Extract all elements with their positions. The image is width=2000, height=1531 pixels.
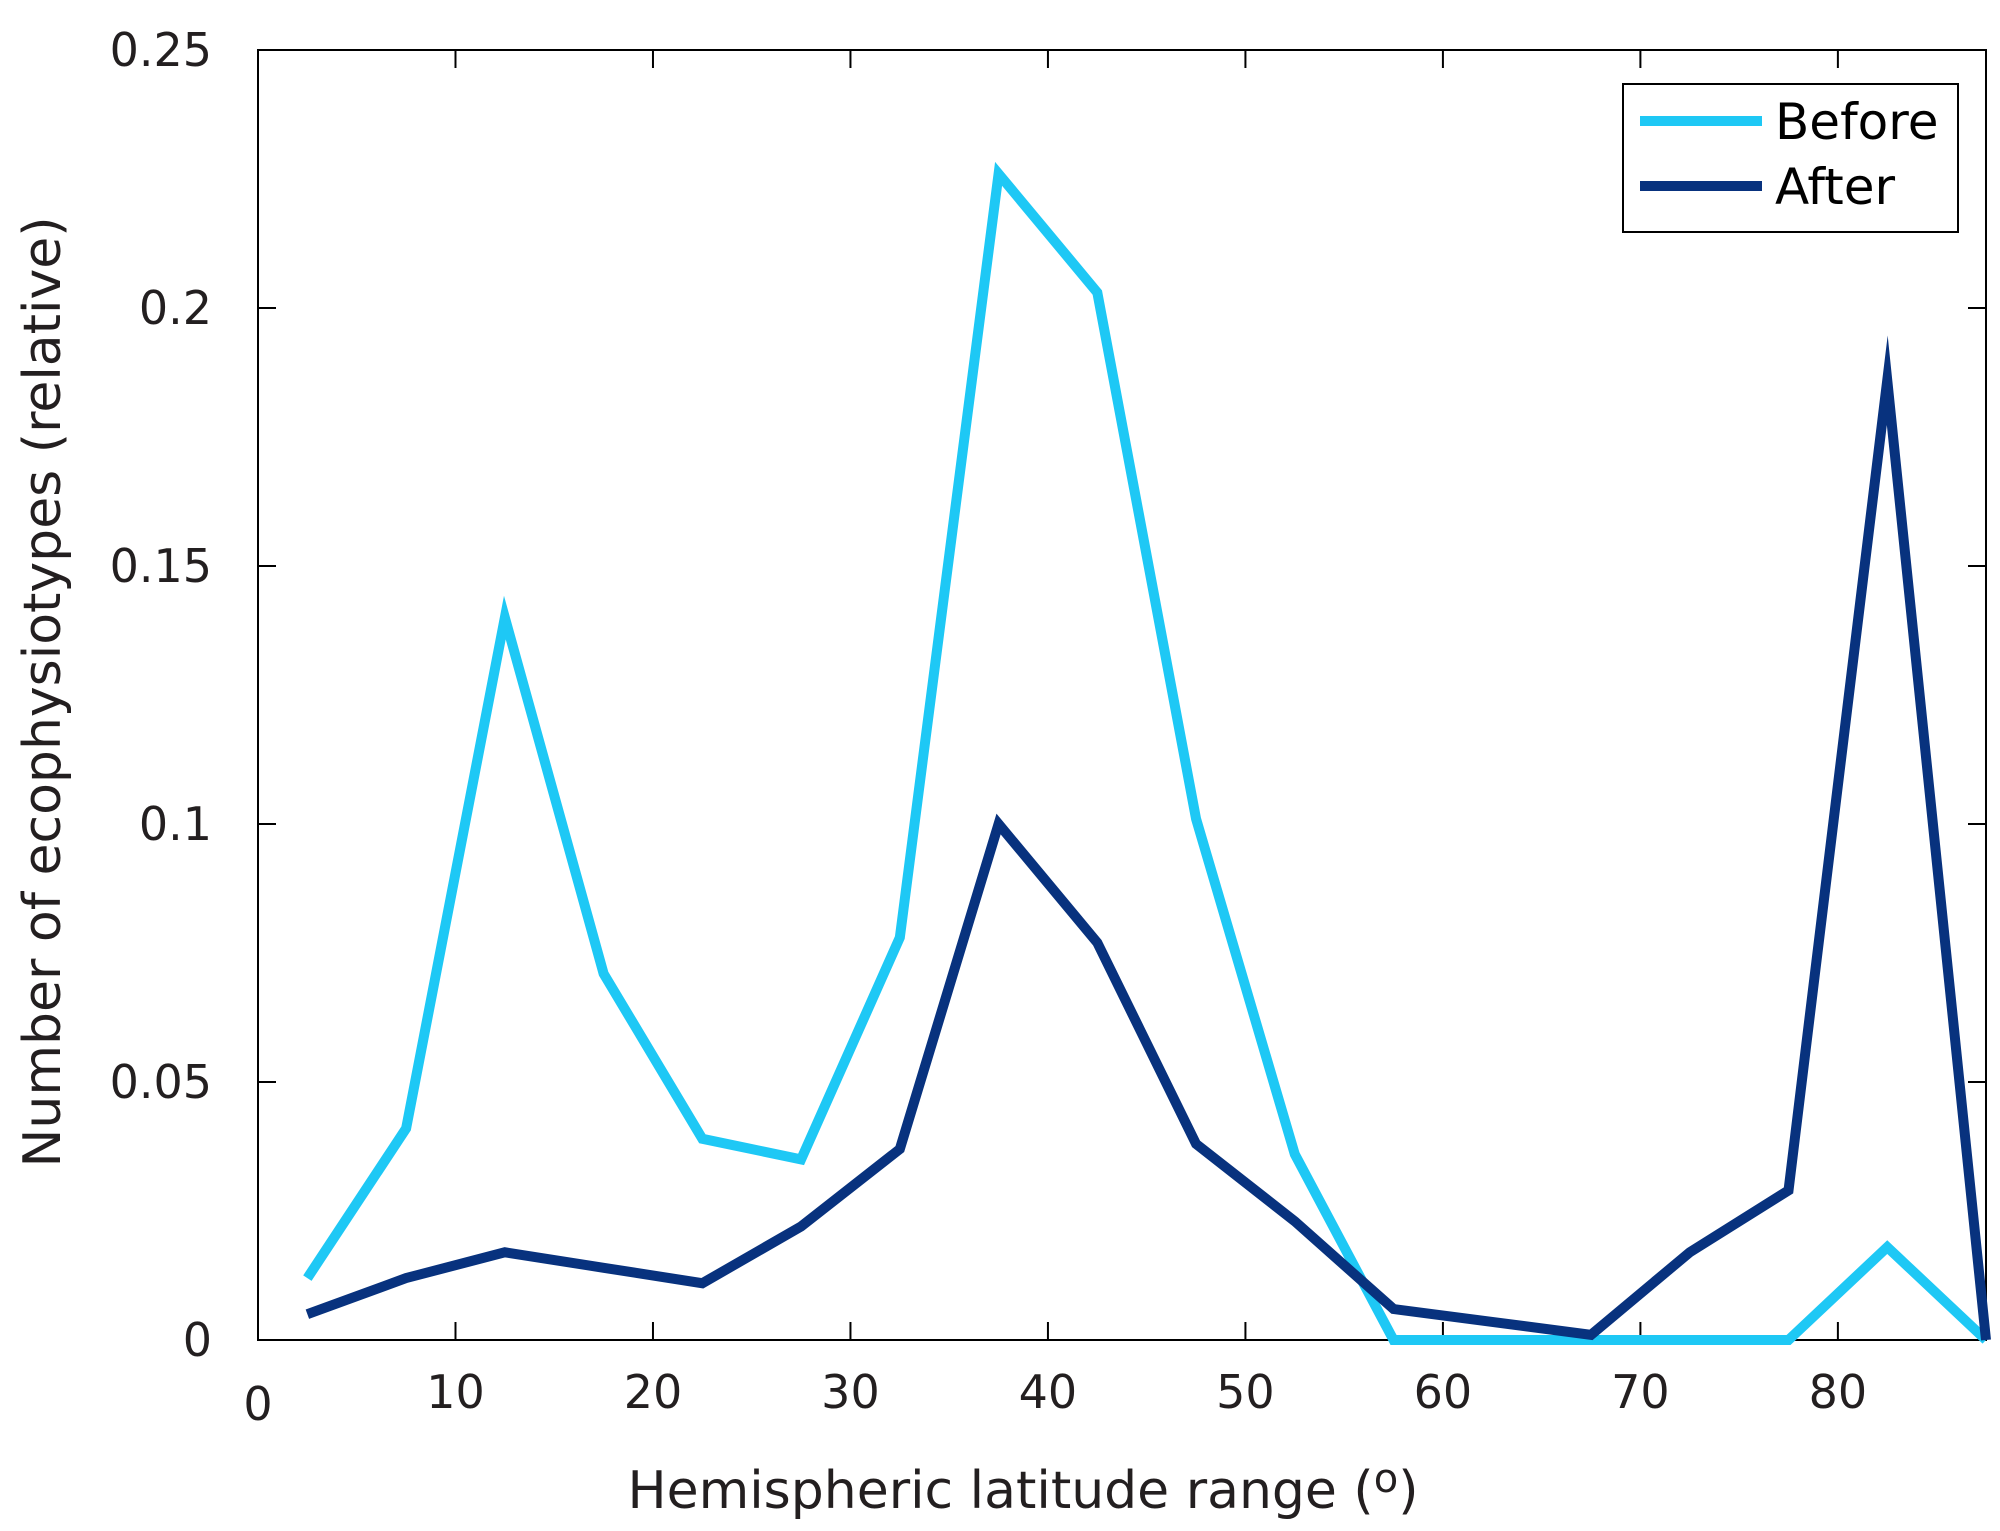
x-tick-label: 0 xyxy=(243,1377,272,1431)
plot-area-border xyxy=(257,49,1987,1341)
x-tick-label: 50 xyxy=(1216,1365,1275,1419)
y-tick-label: 0.25 xyxy=(110,23,212,77)
ticks xyxy=(257,49,1986,1341)
x-tick-label: 70 xyxy=(1611,1365,1670,1419)
legend-label-before: Before xyxy=(1775,93,1938,151)
series-line-before xyxy=(303,161,1990,1345)
x-tick-label: 80 xyxy=(1809,1365,1868,1419)
y-tick-label: 0.1 xyxy=(139,797,212,851)
x-tick-label: 30 xyxy=(821,1365,880,1419)
x-tick-label: 20 xyxy=(624,1365,683,1419)
x-axis-unit: o xyxy=(1374,1456,1398,1502)
x-axis-label: Hemispheric latitude range (o) xyxy=(627,1456,1418,1521)
y-tick-label: 0 xyxy=(183,1313,212,1367)
x-tick-labels: 0 10 20 30 40 50 60 70 80 xyxy=(243,1365,1867,1431)
y-tick-labels: 0 0.05 0.1 0.15 0.2 0.25 xyxy=(110,23,212,1367)
x-tick-label: 10 xyxy=(426,1365,485,1419)
axes-frame xyxy=(257,49,1987,1341)
legend-label-after: After xyxy=(1775,158,1896,216)
legend: Before After xyxy=(1622,83,1959,233)
series-line-after xyxy=(305,335,1991,1341)
x-tick-label: 40 xyxy=(1019,1365,1078,1419)
y-tick-label: 0.15 xyxy=(110,539,212,593)
y-tick-label: 0.05 xyxy=(110,1055,212,1109)
y-tick-label: 0.2 xyxy=(139,281,212,335)
x-tick-label: 60 xyxy=(1414,1365,1473,1419)
series-lines xyxy=(303,161,1991,1345)
legend-box xyxy=(1622,83,1959,233)
y-axis-label: Number of ecophysiotypes (relative) xyxy=(13,216,73,1167)
